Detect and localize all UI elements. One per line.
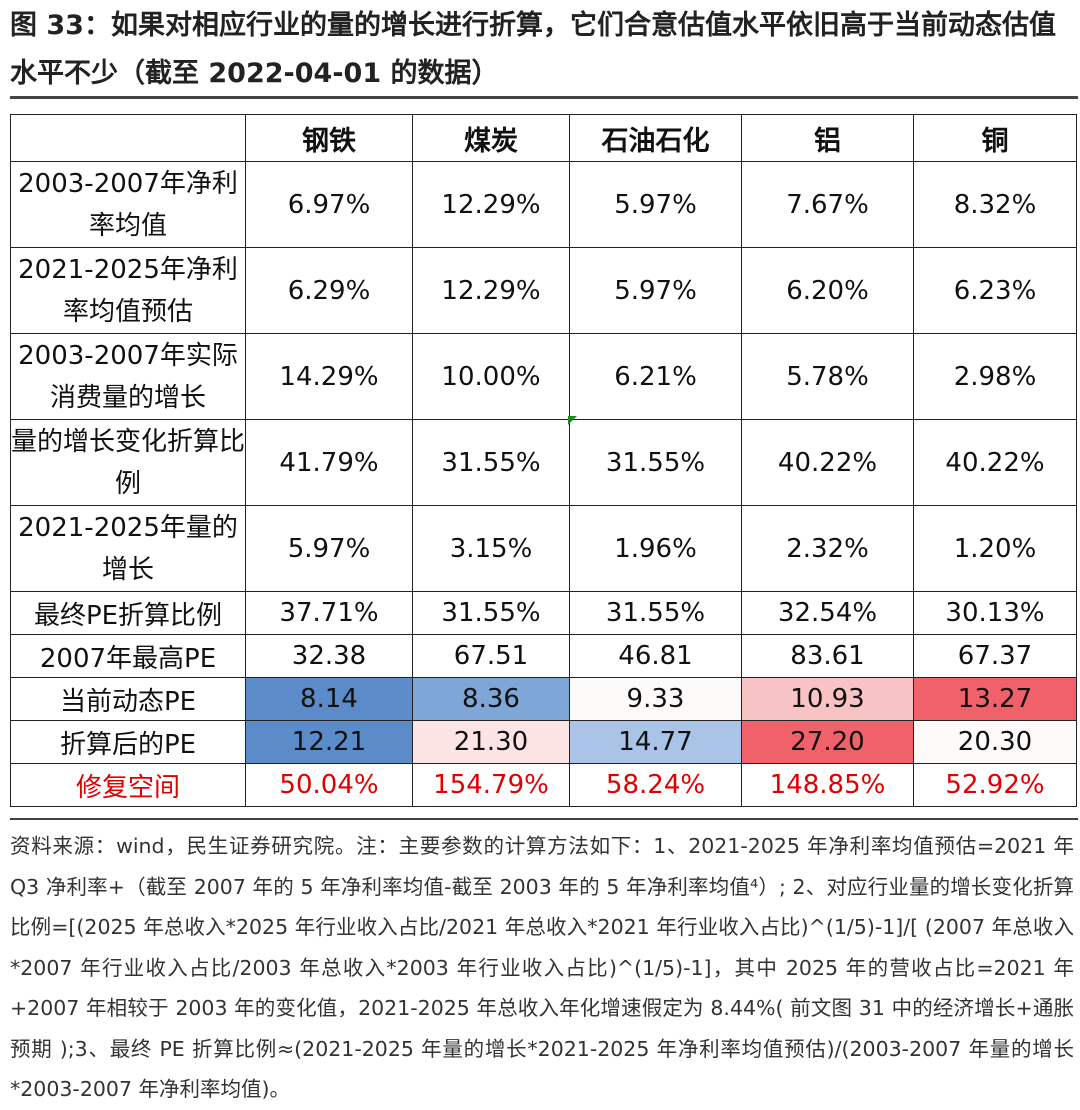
- table-cell: 1.96%: [569, 505, 742, 592]
- row-label: 2021-2025年净利率均值预估: [10, 247, 246, 334]
- table-cell: 1.20%: [913, 505, 1077, 592]
- title-divider: [10, 96, 1078, 99]
- comment-marker: [568, 416, 577, 425]
- table-row: 2021-2025年净利率均值预估 6.29% 12.29% 5.97% 6.2…: [10, 247, 1077, 334]
- table-cell: 67.51: [412, 634, 570, 678]
- row-label: 量的增长变化折算比例: [10, 419, 246, 506]
- table-cell: 5.97%: [569, 161, 742, 248]
- table-cell: 6.97%: [245, 161, 413, 248]
- heat-cell: 8.14: [245, 677, 413, 721]
- table-cell: 31.55%: [412, 591, 570, 635]
- heat-cell: 10.93: [741, 677, 914, 721]
- table-row: 2003-2007年实际消费量的增长 14.29% 10.00% 6.21% 5…: [10, 333, 1077, 420]
- table-cell: 12.29%: [412, 161, 570, 248]
- note-divider: [10, 818, 1078, 820]
- header-steel: 钢铁: [245, 114, 413, 162]
- table-cell: 6.20%: [741, 247, 914, 334]
- valuation-table: 钢铁 煤炭 石油石化 铝 铜 2003-2007年净利率均值 6.97% 12.…: [10, 114, 1077, 807]
- table-cell: 14.29%: [245, 333, 413, 420]
- table-cell: 40.22%: [741, 419, 914, 506]
- table-row: 2003-2007年净利率均值 6.97% 12.29% 5.97% 7.67%…: [10, 161, 1077, 248]
- table-cell: 31.55%: [569, 591, 742, 635]
- header-aluminum: 铝: [741, 114, 914, 162]
- table-cell: 31.55%: [412, 419, 570, 506]
- table-cell: 10.00%: [412, 333, 570, 420]
- row-label: 最终PE折算比例: [10, 591, 246, 635]
- row-label: 2003-2007年实际消费量的增长: [10, 333, 246, 420]
- heat-cell: 9.33: [569, 677, 742, 721]
- row-label: 修复空间: [10, 763, 246, 807]
- table-cell: 7.67%: [741, 161, 914, 248]
- table-row: 量的增长变化折算比例 41.79% 31.55% 31.55% 40.22% 4…: [10, 419, 1077, 506]
- table-cell: 32.38: [245, 634, 413, 678]
- table-cell: 6.21%: [569, 333, 742, 420]
- table-cell: 2.32%: [741, 505, 914, 592]
- table-cell: 83.61: [741, 634, 914, 678]
- table-cell: 148.85%: [741, 763, 914, 807]
- table-row: 当前动态PE 8.14 8.36 9.33 10.93 13.27: [10, 677, 1077, 721]
- table-cell: 30.13%: [913, 591, 1077, 635]
- row-label: 2021-2025年量的增长: [10, 505, 246, 592]
- heat-cell: 20.30: [913, 720, 1077, 764]
- table-row: 最终PE折算比例 37.71% 31.55% 31.55% 32.54% 30.…: [10, 591, 1077, 635]
- row-label: 2007年最高PE: [10, 634, 246, 678]
- heat-cell: 14.77: [569, 720, 742, 764]
- table-cell: 58.24%: [569, 763, 742, 807]
- table-cell: 67.37: [913, 634, 1077, 678]
- table-header-row: 钢铁 煤炭 石油石化 铝 铜: [10, 114, 1077, 162]
- table-row: 2007年最高PE 32.38 67.51 46.81 83.61 67.37: [10, 634, 1077, 678]
- table-row: 折算后的PE 12.21 21.30 14.77 27.20 20.30: [10, 720, 1077, 764]
- table-cell: 6.23%: [913, 247, 1077, 334]
- table-cell: 37.71%: [245, 591, 413, 635]
- row-label: 2003-2007年净利率均值: [10, 161, 246, 248]
- header-petrochem: 石油石化: [569, 114, 742, 162]
- table-cell: 6.29%: [245, 247, 413, 334]
- table-cell: 154.79%: [412, 763, 570, 807]
- row-label: 折算后的PE: [10, 720, 246, 764]
- figure-title: 图 33：如果对相应行业的量的增长进行折算，它们合意估值水平依旧高于当前动态估值…: [10, 10, 1056, 89]
- table-cell: 50.04%: [245, 763, 413, 807]
- table-cell: 3.15%: [412, 505, 570, 592]
- table-cell: 40.22%: [913, 419, 1077, 506]
- row-label: 当前动态PE: [10, 677, 246, 721]
- table-row: 修复空间 50.04% 154.79% 58.24% 148.85% 52.92…: [10, 763, 1077, 807]
- table-cell: 5.97%: [245, 505, 413, 592]
- table-cell: 31.55%: [569, 419, 742, 506]
- table-cell: 32.54%: [741, 591, 914, 635]
- table-cell: 41.79%: [245, 419, 413, 506]
- heat-cell: 8.36: [412, 677, 570, 721]
- heat-cell: 13.27: [913, 677, 1077, 721]
- header-copper: 铜: [913, 114, 1077, 162]
- heat-cell: 12.21: [245, 720, 413, 764]
- table-cell: 5.97%: [569, 247, 742, 334]
- header-coal: 煤炭: [412, 114, 570, 162]
- table-cell: 52.92%: [913, 763, 1077, 807]
- table-cell: 8.32%: [913, 161, 1077, 248]
- source-note: 资料来源：wind，民生证券研究院。注：主要参数的计算方法如下：1、2021-2…: [10, 834, 1074, 1101]
- table-row: 2021-2025年量的增长 5.97% 3.15% 1.96% 2.32% 1…: [10, 505, 1077, 592]
- table-cell: 5.78%: [741, 333, 914, 420]
- header-empty: [10, 114, 246, 162]
- heat-cell: 21.30: [412, 720, 570, 764]
- table-cell: 2.98%: [913, 333, 1077, 420]
- table-cell: 12.29%: [412, 247, 570, 334]
- table-cell: 46.81: [569, 634, 742, 678]
- heat-cell: 27.20: [741, 720, 914, 764]
